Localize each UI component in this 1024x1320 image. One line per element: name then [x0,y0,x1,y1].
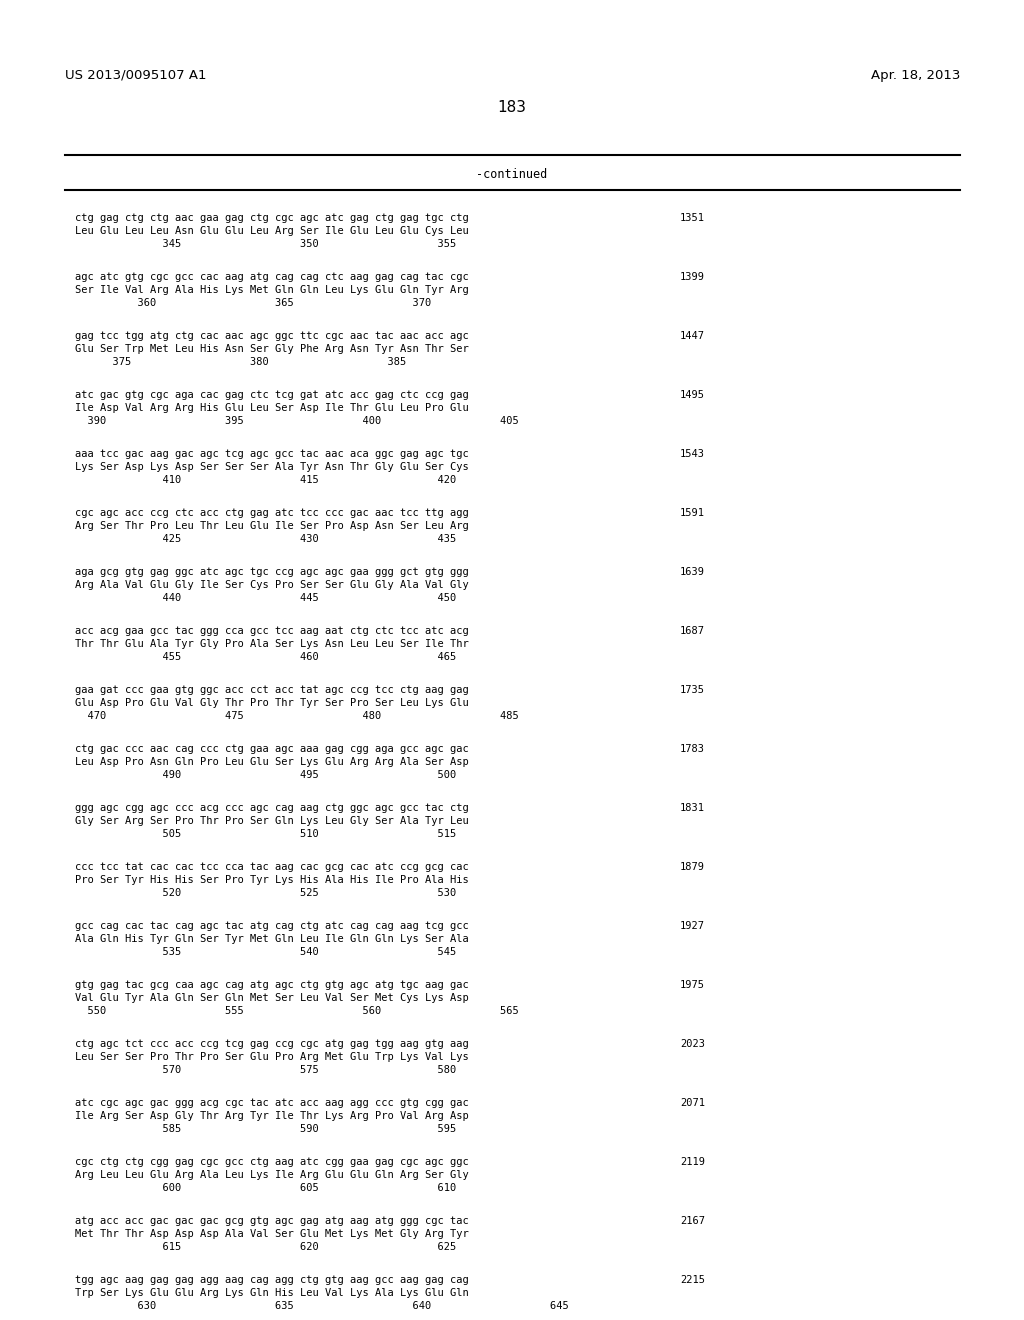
Text: Arg Ser Thr Pro Leu Thr Leu Glu Ile Ser Pro Asp Asn Ser Leu Arg: Arg Ser Thr Pro Leu Thr Leu Glu Ile Ser … [75,521,469,531]
Text: 1831: 1831 [680,803,705,813]
Text: Pro Ser Tyr His His Ser Pro Tyr Lys His Ala His Ile Pro Ala His: Pro Ser Tyr His His Ser Pro Tyr Lys His … [75,875,469,884]
Text: Glu Asp Pro Glu Val Gly Thr Pro Thr Tyr Ser Pro Ser Leu Lys Glu: Glu Asp Pro Glu Val Gly Thr Pro Thr Tyr … [75,698,469,708]
Text: 2215: 2215 [680,1275,705,1284]
Text: acc acg gaa gcc tac ggg cca gcc tcc aag aat ctg ctc tcc atc acg: acc acg gaa gcc tac ggg cca gcc tcc aag … [75,626,469,636]
Text: 1639: 1639 [680,568,705,577]
Text: 585                   590                   595: 585 590 595 [75,1125,457,1134]
Text: 1351: 1351 [680,213,705,223]
Text: 183: 183 [498,100,526,116]
Text: 550                   555                   560                   565: 550 555 560 565 [75,1006,519,1016]
Text: 1783: 1783 [680,744,705,754]
Text: ctg agc tct ccc acc ccg tcg gag ccg cgc atg gag tgg aag gtg aag: ctg agc tct ccc acc ccg tcg gag ccg cgc … [75,1039,469,1049]
Text: 1447: 1447 [680,331,705,341]
Text: Ile Asp Val Arg Arg His Glu Leu Ser Asp Ile Thr Glu Leu Pro Glu: Ile Asp Val Arg Arg His Glu Leu Ser Asp … [75,403,469,413]
Text: 2023: 2023 [680,1039,705,1049]
Text: atg acc acc gac gac gac gcg gtg agc gag atg aag atg ggg cgc tac: atg acc acc gac gac gac gcg gtg agc gag … [75,1216,469,1226]
Text: 410                   415                   420: 410 415 420 [75,475,457,484]
Text: Leu Glu Leu Leu Asn Glu Glu Leu Arg Ser Ile Glu Leu Glu Cys Leu: Leu Glu Leu Leu Asn Glu Glu Leu Arg Ser … [75,226,469,236]
Text: Arg Ala Val Glu Gly Ile Ser Cys Pro Ser Ser Glu Gly Ala Val Gly: Arg Ala Val Glu Gly Ile Ser Cys Pro Ser … [75,579,469,590]
Text: Leu Ser Ser Pro Thr Pro Ser Glu Pro Arg Met Glu Trp Lys Val Lys: Leu Ser Ser Pro Thr Pro Ser Glu Pro Arg … [75,1052,469,1063]
Text: 505                   510                   515: 505 510 515 [75,829,457,840]
Text: atc gac gtg cgc aga cac gag ctc tcg gat atc acc gag ctc ccg gag: atc gac gtg cgc aga cac gag ctc tcg gat … [75,389,469,400]
Text: ctg gac ccc aac cag ccc ctg gaa agc aaa gag cgg aga gcc agc gac: ctg gac ccc aac cag ccc ctg gaa agc aaa … [75,744,469,754]
Text: 535                   540                   545: 535 540 545 [75,946,457,957]
Text: 1927: 1927 [680,921,705,931]
Text: Gly Ser Arg Ser Pro Thr Pro Ser Gln Lys Leu Gly Ser Ala Tyr Leu: Gly Ser Arg Ser Pro Thr Pro Ser Gln Lys … [75,816,469,826]
Text: Ile Arg Ser Asp Gly Thr Arg Tyr Ile Thr Lys Arg Pro Val Arg Asp: Ile Arg Ser Asp Gly Thr Arg Tyr Ile Thr … [75,1111,469,1121]
Text: 600                   605                   610: 600 605 610 [75,1183,457,1193]
Text: gcc cag cac tac cag agc tac atg cag ctg atc cag cag aag tcg gcc: gcc cag cac tac cag agc tac atg cag ctg … [75,921,469,931]
Text: Leu Asp Pro Asn Gln Pro Leu Glu Ser Lys Glu Arg Arg Ala Ser Asp: Leu Asp Pro Asn Gln Pro Leu Glu Ser Lys … [75,756,469,767]
Text: ggg agc cgg agc ccc acg ccc agc cag aag ctg ggc agc gcc tac ctg: ggg agc cgg agc ccc acg ccc agc cag aag … [75,803,469,813]
Text: Ser Ile Val Arg Ala His Lys Met Gln Gln Leu Lys Glu Gln Tyr Arg: Ser Ile Val Arg Ala His Lys Met Gln Gln … [75,285,469,294]
Text: -continued: -continued [476,169,548,181]
Text: agc atc gtg cgc gcc cac aag atg cag cag ctc aag gag cag tac cgc: agc atc gtg cgc gcc cac aag atg cag cag … [75,272,469,282]
Text: US 2013/0095107 A1: US 2013/0095107 A1 [65,69,207,82]
Text: 470                   475                   480                   485: 470 475 480 485 [75,711,519,721]
Text: tgg agc aag gag gag agg aag cag agg ctg gtg aag gcc aag gag cag: tgg agc aag gag gag agg aag cag agg ctg … [75,1275,469,1284]
Text: 630                   635                   640                   645: 630 635 640 645 [75,1302,568,1311]
Text: Ala Gln His Tyr Gln Ser Tyr Met Gln Leu Ile Gln Gln Lys Ser Ala: Ala Gln His Tyr Gln Ser Tyr Met Gln Leu … [75,935,469,944]
Text: Apr. 18, 2013: Apr. 18, 2013 [870,69,961,82]
Text: 1975: 1975 [680,979,705,990]
Text: Arg Leu Leu Glu Arg Ala Leu Lys Ile Arg Glu Glu Gln Arg Ser Gly: Arg Leu Leu Glu Arg Ala Leu Lys Ile Arg … [75,1170,469,1180]
Text: 345                   350                   355: 345 350 355 [75,239,457,249]
Text: gaa gat ccc gaa gtg ggc acc cct acc tat agc ccg tcc ctg aag gag: gaa gat ccc gaa gtg ggc acc cct acc tat … [75,685,469,696]
Text: 615                   620                   625: 615 620 625 [75,1242,457,1251]
Text: 375                   380                   385: 375 380 385 [75,356,407,367]
Text: 360                   365                   370: 360 365 370 [75,298,431,308]
Text: 570                   575                   580: 570 575 580 [75,1065,457,1074]
Text: 440                   445                   450: 440 445 450 [75,593,457,603]
Text: 1591: 1591 [680,508,705,517]
Text: cgc agc acc ccg ctc acc ctg gag atc tcc ccc gac aac tcc ttg agg: cgc agc acc ccg ctc acc ctg gag atc tcc … [75,508,469,517]
Text: 490                   495                   500: 490 495 500 [75,770,457,780]
Text: 1735: 1735 [680,685,705,696]
Text: gag tcc tgg atg ctg cac aac agc ggc ttc cgc aac tac aac acc agc: gag tcc tgg atg ctg cac aac agc ggc ttc … [75,331,469,341]
Text: 2167: 2167 [680,1216,705,1226]
Text: atc cgc agc gac ggg acg cgc tac atc acc aag agg ccc gtg cgg gac: atc cgc agc gac ggg acg cgc tac atc acc … [75,1098,469,1107]
Text: 2071: 2071 [680,1098,705,1107]
Text: 1687: 1687 [680,626,705,636]
Text: 455                   460                   465: 455 460 465 [75,652,457,663]
Text: aga gcg gtg gag ggc atc agc tgc ccg agc agc gaa ggg gct gtg ggg: aga gcg gtg gag ggc atc agc tgc ccg agc … [75,568,469,577]
Text: Met Thr Thr Asp Asp Asp Ala Val Ser Glu Met Lys Met Gly Arg Tyr: Met Thr Thr Asp Asp Asp Ala Val Ser Glu … [75,1229,469,1239]
Text: 520                   525                   530: 520 525 530 [75,888,457,898]
Text: Trp Ser Lys Glu Glu Arg Lys Gln His Leu Val Lys Ala Lys Glu Gln: Trp Ser Lys Glu Glu Arg Lys Gln His Leu … [75,1288,469,1298]
Text: 1543: 1543 [680,449,705,459]
Text: 425                   430                   435: 425 430 435 [75,535,457,544]
Text: 2119: 2119 [680,1158,705,1167]
Text: 1879: 1879 [680,862,705,873]
Text: 1495: 1495 [680,389,705,400]
Text: 1399: 1399 [680,272,705,282]
Text: cgc ctg ctg cgg gag cgc gcc ctg aag atc cgg gaa gag cgc agc ggc: cgc ctg ctg cgg gag cgc gcc ctg aag atc … [75,1158,469,1167]
Text: ccc tcc tat cac cac tcc cca tac aag cac gcg cac atc ccg gcg cac: ccc tcc tat cac cac tcc cca tac aag cac … [75,862,469,873]
Text: Thr Thr Glu Ala Tyr Gly Pro Ala Ser Lys Asn Leu Leu Ser Ile Thr: Thr Thr Glu Ala Tyr Gly Pro Ala Ser Lys … [75,639,469,649]
Text: Lys Ser Asp Lys Asp Ser Ser Ser Ala Tyr Asn Thr Gly Glu Ser Cys: Lys Ser Asp Lys Asp Ser Ser Ser Ala Tyr … [75,462,469,473]
Text: 390                   395                   400                   405: 390 395 400 405 [75,416,519,426]
Text: Glu Ser Trp Met Leu His Asn Ser Gly Phe Arg Asn Tyr Asn Thr Ser: Glu Ser Trp Met Leu His Asn Ser Gly Phe … [75,345,469,354]
Text: aaa tcc gac aag gac agc tcg agc gcc tac aac aca ggc gag agc tgc: aaa tcc gac aag gac agc tcg agc gcc tac … [75,449,469,459]
Text: Val Glu Tyr Ala Gln Ser Gln Met Ser Leu Val Ser Met Cys Lys Asp: Val Glu Tyr Ala Gln Ser Gln Met Ser Leu … [75,993,469,1003]
Text: ctg gag ctg ctg aac gaa gag ctg cgc agc atc gag ctg gag tgc ctg: ctg gag ctg ctg aac gaa gag ctg cgc agc … [75,213,469,223]
Text: gtg gag tac gcg caa agc cag atg agc ctg gtg agc atg tgc aag gac: gtg gag tac gcg caa agc cag atg agc ctg … [75,979,469,990]
